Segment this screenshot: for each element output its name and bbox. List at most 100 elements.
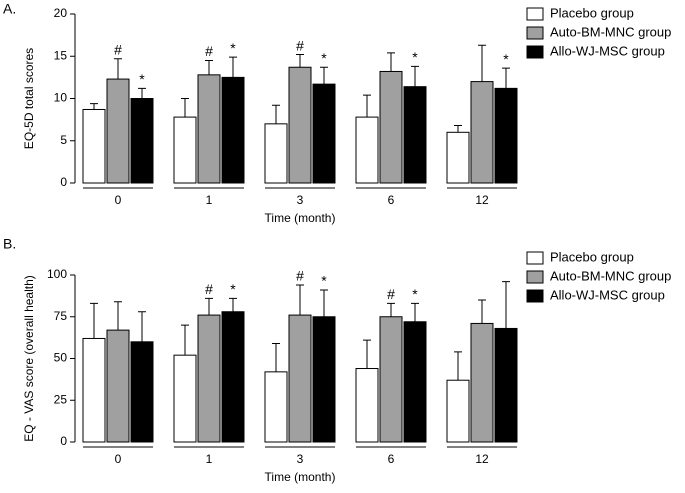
- error-bar: [411, 65, 419, 87]
- x-tick-label: 6: [388, 452, 395, 466]
- error-bar: [502, 281, 510, 329]
- bar: [312, 83, 336, 184]
- y-axis-label: EQ-5D total scores: [22, 48, 36, 149]
- bar: [379, 70, 403, 184]
- y-tick-label: 10: [54, 91, 68, 105]
- error-bar: [363, 94, 371, 118]
- bar: [197, 74, 221, 184]
- x-tick-label: 0: [115, 193, 122, 207]
- error-bar: [205, 59, 213, 75]
- x-tick-label: 12: [475, 193, 489, 207]
- error-bar: [138, 87, 146, 99]
- significance-marker: *: [321, 50, 327, 66]
- significance-marker: *: [139, 71, 145, 87]
- bar: [494, 87, 518, 184]
- bar: [446, 131, 470, 184]
- bar: [355, 116, 379, 184]
- error-bar: [320, 289, 328, 317]
- significance-marker: #: [387, 286, 395, 302]
- x-tick-label: 3: [297, 193, 304, 207]
- significance-marker: *: [412, 286, 418, 302]
- error-bar: [90, 302, 98, 339]
- error-bar: [320, 66, 328, 85]
- x-tick-label: 0: [115, 452, 122, 466]
- error-bar: [478, 299, 486, 324]
- error-bar: [502, 67, 510, 89]
- error-bar: [296, 284, 304, 316]
- error-bar: [181, 98, 189, 118]
- legend-swatch: [526, 251, 544, 265]
- bar: [264, 123, 288, 184]
- legend-swatch: [526, 270, 544, 284]
- bar: [446, 379, 470, 443]
- bar: [470, 81, 494, 184]
- bar: [221, 311, 245, 443]
- error-bar: [114, 58, 122, 80]
- significance-marker: *: [230, 281, 236, 297]
- error-bar: [229, 56, 237, 78]
- error-bar: [454, 125, 462, 133]
- y-axis-label: EQ - VAS score (overall health): [22, 275, 36, 442]
- bar: [355, 368, 379, 443]
- error-bar: [272, 104, 280, 124]
- panel-label: B.: [3, 236, 16, 252]
- x-axis-label: Time (month): [265, 470, 336, 484]
- error-bar: [454, 351, 462, 381]
- error-bar: [229, 297, 237, 312]
- y-tick-label: 5: [60, 133, 67, 147]
- error-bar: [114, 301, 122, 331]
- legend-swatch: [526, 26, 544, 40]
- significance-marker: #: [296, 37, 304, 53]
- significance-marker: *: [412, 49, 418, 65]
- legend-label: Placebo group: [550, 5, 634, 20]
- error-bar: [138, 311, 146, 342]
- bar: [470, 322, 494, 443]
- error-bar: [363, 339, 371, 369]
- bar: [264, 371, 288, 443]
- error-bar: [478, 44, 486, 82]
- legend-label: Allo-WJ-MSC group: [550, 43, 665, 58]
- y-tick-label: 100: [47, 267, 67, 281]
- x-tick-label: 12: [475, 452, 489, 466]
- error-bar: [387, 302, 395, 317]
- bar: [130, 98, 154, 184]
- x-tick-label: 1: [206, 452, 213, 466]
- error-bar: [205, 297, 213, 316]
- legend-label: Auto-BM-MNC group: [550, 268, 671, 283]
- error-bar: [387, 52, 395, 72]
- x-tick-label: 3: [297, 452, 304, 466]
- legend-swatch: [526, 289, 544, 303]
- error-bar: [181, 324, 189, 356]
- y-tick-label: 50: [54, 351, 68, 365]
- bar: [288, 314, 312, 443]
- bar: [173, 354, 197, 443]
- significance-marker: *: [230, 40, 236, 56]
- significance-marker: #: [205, 281, 213, 297]
- bar: [221, 76, 245, 184]
- error-bar: [296, 54, 304, 68]
- panel-label: A.: [3, 1, 16, 17]
- x-axis-label: Time (month): [265, 211, 336, 225]
- significance-marker: #: [296, 268, 304, 284]
- bar: [403, 321, 427, 443]
- bar: [82, 337, 106, 443]
- x-tick-label: 1: [206, 193, 213, 207]
- bar: [106, 78, 130, 184]
- bar: [494, 327, 518, 443]
- bar: [82, 108, 106, 184]
- legend-swatch: [526, 45, 544, 59]
- significance-marker: *: [321, 273, 327, 289]
- error-bar: [90, 103, 98, 110]
- y-tick-label: 0: [60, 175, 67, 189]
- bar: [288, 66, 312, 184]
- bar: [312, 316, 336, 443]
- legend-label: Allo-WJ-MSC group: [550, 287, 665, 302]
- legend-label: Placebo group: [550, 249, 634, 264]
- legend-label: Auto-BM-MNC group: [550, 24, 671, 39]
- y-tick-label: 20: [54, 6, 68, 20]
- error-bar: [272, 342, 280, 372]
- bar: [197, 314, 221, 443]
- y-tick-label: 25: [54, 392, 68, 406]
- bar: [403, 86, 427, 184]
- y-tick-label: 0: [60, 434, 67, 448]
